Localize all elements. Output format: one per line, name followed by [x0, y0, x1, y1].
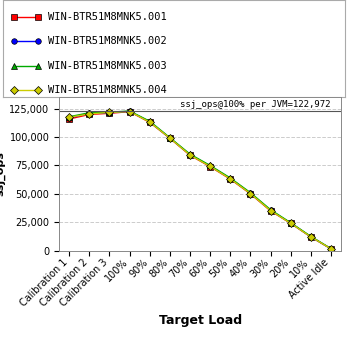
X-axis label: Target Load: Target Load	[159, 314, 242, 327]
Text: WIN-BTR51M8MNK5.001: WIN-BTR51M8MNK5.001	[48, 12, 167, 22]
Text: WIN-BTR51M8MNK5.004: WIN-BTR51M8MNK5.004	[48, 85, 167, 95]
Text: WIN-BTR51M8MNK5.003: WIN-BTR51M8MNK5.003	[48, 61, 167, 71]
Y-axis label: ssj_ops: ssj_ops	[0, 152, 5, 196]
Text: WIN-BTR51M8MNK5.002: WIN-BTR51M8MNK5.002	[48, 37, 167, 46]
Text: ssj_ops@100% per JVM=122,972: ssj_ops@100% per JVM=122,972	[181, 100, 331, 109]
